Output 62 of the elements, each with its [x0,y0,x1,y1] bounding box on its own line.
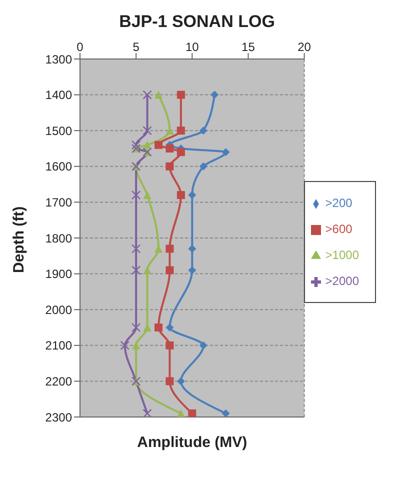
point [176,148,185,156]
point [131,322,141,332]
point [132,341,140,350]
point [176,126,185,135]
y-tick-label: 1600 [45,160,72,174]
y-tick-label: 1900 [45,267,72,282]
point [188,266,196,274]
point [166,377,174,386]
point [166,324,174,332]
point [199,126,208,135]
point [131,266,141,275]
point [166,162,174,170]
y-axis-title: Depth (ft) [10,206,28,273]
point [131,244,141,254]
chart-title: BJP-1 SONAN LOG [118,12,276,32]
x-axis-title: Amplitude (MV) [137,434,248,451]
point [143,191,152,200]
x-tick-label: 5 [132,40,140,54]
point [166,144,174,152]
point [176,191,185,200]
y-tick-label: 2000 [45,302,72,317]
y-tick-label: 2300 [45,410,72,424]
point [222,148,230,156]
point [176,377,185,386]
x-tick-label: 15 [242,40,256,54]
point [188,409,196,417]
point [142,90,152,100]
point [176,409,185,417]
point [131,190,141,200]
y-tick-label: 2100 [45,338,72,353]
point [188,244,196,253]
x-tick-label: 0 [76,40,84,54]
y-tick-label: 1300 [45,52,72,66]
point [210,90,219,99]
point [142,408,152,417]
x-tick-label: 20 [298,40,312,54]
y-tick-label: 1500 [45,124,72,138]
point [222,409,230,417]
y-tick-label: 1400 [45,88,72,102]
point [199,162,208,170]
point [142,126,152,136]
point [166,244,174,253]
point [166,266,174,274]
x-tick-label: 10 [185,40,200,54]
point [154,90,163,99]
legend-label: >200 [325,196,352,210]
point [143,140,152,149]
point [199,341,208,350]
legend-label: >2000 [325,274,359,288]
point [166,341,174,350]
point [154,140,163,149]
y-tick-label: 1700 [45,195,72,210]
point [154,324,163,332]
point [143,266,152,274]
legend-label: >600 [325,222,352,236]
y-tick-label: 1800 [45,231,72,246]
point [188,191,196,200]
point [176,90,185,99]
y-tick-label: 2200 [45,374,72,388]
legend-label: >1000 [325,248,359,262]
point [120,340,130,350]
point [131,140,141,150]
